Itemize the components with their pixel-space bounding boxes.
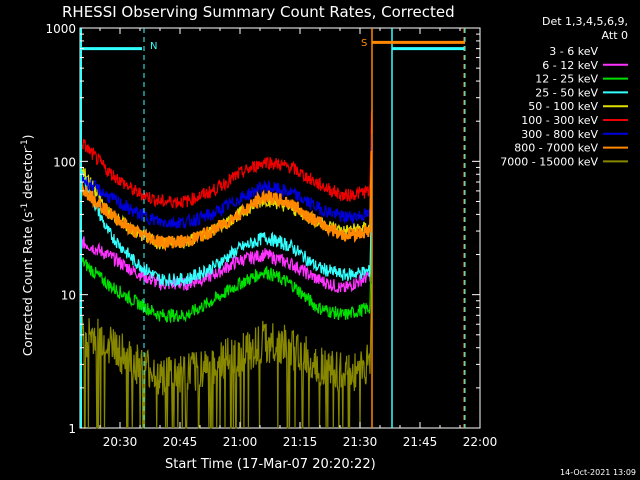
chart-title: RHESSI Observing Summary Count Rates, Co… xyxy=(62,3,455,21)
legend-entry-label: 3 - 6 keV xyxy=(549,45,598,58)
tick-layer: 20:30 20:45 21:00 21:15 21:30 21:45 22:00 1 10 10… xyxy=(45,22,497,449)
x-tick-label: 21:15 xyxy=(283,435,318,449)
y-tick-label: 1000 xyxy=(45,22,76,36)
x-tick-label: 20:30 xyxy=(103,435,138,449)
series-line xyxy=(80,169,373,288)
series-line xyxy=(80,150,373,252)
series-line xyxy=(80,227,373,324)
legend-entry-label: 25 - 50 keV xyxy=(535,86,598,99)
y-tick-label: 1 xyxy=(68,422,76,436)
series-line xyxy=(80,110,373,210)
legend-header-2: Att 0 xyxy=(602,29,628,42)
y-axis-label-end: ) xyxy=(21,135,35,140)
series-layer xyxy=(80,110,373,429)
x-tick-label: 21:30 xyxy=(343,435,378,449)
legend-entry-label: 800 - 7000 keV xyxy=(514,142,598,155)
footer-timestamp: 14-Oct-2021 13:09 xyxy=(560,468,636,477)
y-axis-label-sup2: -1 xyxy=(20,139,30,148)
y-tick-label: 100 xyxy=(53,155,76,169)
legend-entry-label: 12 - 25 keV xyxy=(535,73,598,86)
y-tick-label: 10 xyxy=(61,289,76,303)
series-line xyxy=(80,194,373,293)
series-line xyxy=(80,134,373,229)
legend-entry-label: 50 - 100 keV xyxy=(528,100,598,113)
x-axis-label: Start Time (17-Mar-07 20:20:22) xyxy=(165,457,376,472)
marker-label-n: N xyxy=(150,41,157,52)
y-axis-label: Corrected Count Rate (s-1 detector-1) xyxy=(20,135,35,356)
marker-label-s: S xyxy=(361,38,367,49)
x-tick-label: 22:00 xyxy=(463,435,498,449)
x-tick-label: 21:00 xyxy=(223,435,258,449)
y-axis-label-main: Corrected Count Rate (s xyxy=(21,212,35,356)
x-tick-label: 21:45 xyxy=(403,435,438,449)
legend-header-1: Det 1,3,4,5,6,9, xyxy=(542,15,628,28)
legend-entry-label: 300 - 800 keV xyxy=(521,128,598,141)
y-axis-label-sup1: -1 xyxy=(20,203,30,212)
y-axis-label-mid: detector xyxy=(21,148,35,203)
legend-entry-label: 6 - 12 keV xyxy=(542,59,598,72)
legend-entry-label: 100 - 300 keV xyxy=(521,114,598,127)
x-tick-label: 20:45 xyxy=(163,435,198,449)
series-line xyxy=(80,284,373,429)
legend-entry-label: 7000 - 15000 keV xyxy=(500,155,598,168)
